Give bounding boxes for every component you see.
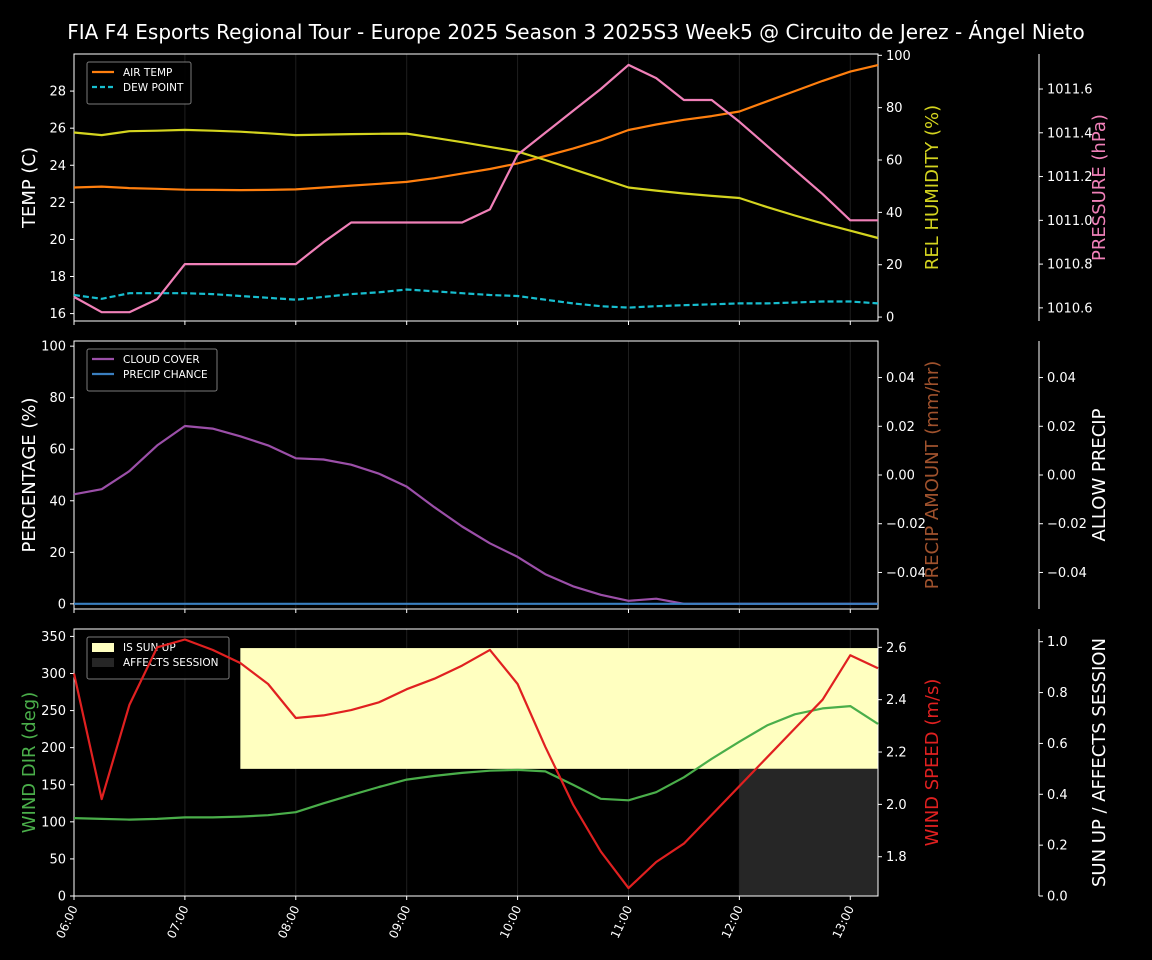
y3-tick-label: 1011.4 [1047, 126, 1093, 141]
legend: AIR TEMP DEW POINT [86, 61, 192, 105]
y2-tick-label: 2.2 [886, 746, 907, 761]
y-tick-label: 28 [49, 85, 66, 100]
y-tick-label: 24 [49, 159, 66, 174]
y-tick-label: 20 [49, 546, 66, 561]
y2-tick-label: −0.04 [886, 566, 926, 581]
sun-up-band [240, 648, 878, 769]
y-tick-label: 150 [41, 778, 66, 793]
y3-tick-label: 0.04 [1047, 371, 1076, 386]
y-tick-label: 300 [41, 667, 66, 682]
axis-label: ALLOW PRECIP [1089, 408, 1110, 541]
pressure-line [73, 63, 878, 314]
y3-tick-label: 1011.0 [1047, 214, 1093, 229]
y-tick-label: 200 [41, 741, 66, 756]
y2-tick-label: 2.6 [886, 641, 907, 656]
axis-label: PERCENTAGE (%) [19, 397, 40, 552]
y2-tick-label: 100 [886, 49, 911, 64]
wind-dir-line [73, 704, 879, 821]
panel-2: 0 20 40 60 80 100 −0.04 −0.02 0.00 0.02 0.04 −0.04 −… [19, 340, 1110, 613]
y2-tick-label: 40 [886, 206, 903, 221]
legend-swatch [92, 658, 114, 667]
humidity-line [73, 128, 879, 240]
legend-box [86, 348, 218, 392]
affects-session-band [739, 768, 878, 896]
y3-tick-label: 0.6 [1047, 737, 1068, 752]
y-tick-label: 50 [49, 852, 66, 867]
y-tick-label: 26 [49, 122, 66, 137]
axis-label: WIND DIR (deg) [19, 692, 40, 834]
plot-frame [73, 628, 879, 897]
legend-swatch [92, 643, 114, 652]
y-tick-label: 22 [49, 196, 66, 211]
y-tick-label: 60 [49, 443, 66, 458]
y3-tick-label: 0.4 [1047, 788, 1068, 803]
axis-label: REL HUMIDITY (%) [922, 105, 943, 270]
y-tick-label: 100 [41, 815, 66, 830]
y2-tick-label: 60 [886, 154, 903, 169]
wind-speed-line [72, 638, 879, 890]
y2-tick-label: 0.02 [886, 420, 915, 435]
y-tick-label: 20 [49, 233, 66, 248]
legend-label: AIR TEMP [123, 67, 172, 79]
y-tick-label: 80 [49, 391, 66, 406]
y-tick-label: 0 [58, 890, 66, 905]
y-tick-label: 350 [41, 630, 66, 645]
y3-tick-label: 1011.2 [1047, 170, 1093, 185]
y2-tick-label: 0 [886, 311, 894, 326]
y2-tick-label: 0.04 [886, 371, 915, 386]
chart-title: FIA F4 Esports Regional Tour - Europe 20… [67, 20, 1084, 44]
y3-tick-label: −0.02 [1047, 517, 1087, 532]
axis-label: PRESSURE (hPa) [1089, 114, 1110, 261]
legend-label: CLOUD COVER [123, 354, 200, 366]
axis-label: SUN UP / AFFECTS SESSION [1089, 638, 1110, 887]
y-tick-label: 250 [41, 704, 66, 719]
y3-tick-label: 1010.6 [1047, 301, 1093, 316]
axis-label: WIND SPEED (m/s) [922, 679, 943, 847]
y-tick-label: 0 [58, 597, 66, 612]
y3-tick-label: 0.00 [1047, 469, 1076, 484]
legend: CLOUD COVER PRECIP CHANCE [86, 348, 218, 392]
y2-tick-label: 1.8 [886, 850, 907, 865]
y3-tick-label: 0.0 [1047, 890, 1068, 905]
y2-tick-label: 0.00 [886, 469, 915, 484]
y2-tick-label: 2.4 [886, 693, 907, 708]
axis-label: TEMP (C) [19, 147, 40, 229]
y2-tick-label: −0.02 [886, 517, 926, 532]
axis-label: PRECIP AMOUNT (mm/hr) [922, 361, 943, 590]
y3-tick-label: 0.02 [1047, 420, 1076, 435]
y-tick-label: 16 [49, 307, 66, 322]
air-temp-line [73, 64, 879, 192]
y3-tick-label: 1011.6 [1047, 83, 1093, 98]
y2-tick-label: 20 [886, 258, 903, 273]
y3-tick-label: 0.8 [1047, 686, 1068, 701]
y2-tick-label: 2.0 [886, 798, 907, 813]
y3-tick-label: −0.04 [1047, 566, 1087, 581]
y3-tick-label: 1.0 [1047, 635, 1068, 650]
y3-tick-label: 0.2 [1047, 839, 1068, 854]
legend-label: AFFECTS SESSION [123, 657, 219, 669]
legend-label: PRECIP CHANCE [123, 369, 208, 381]
legend-label: DEW POINT [123, 82, 184, 94]
y2-tick-label: 80 [886, 101, 903, 116]
y-tick-label: 40 [49, 494, 66, 509]
y-tick-label: 18 [49, 270, 66, 285]
y3-tick-label: 1010.8 [1047, 258, 1093, 273]
panel-1: 16 18 20 22 24 26 28 0 20 40 60 80 100 1010.6 1010.8 10… [19, 49, 1110, 326]
y-tick-label: 100 [41, 340, 66, 355]
